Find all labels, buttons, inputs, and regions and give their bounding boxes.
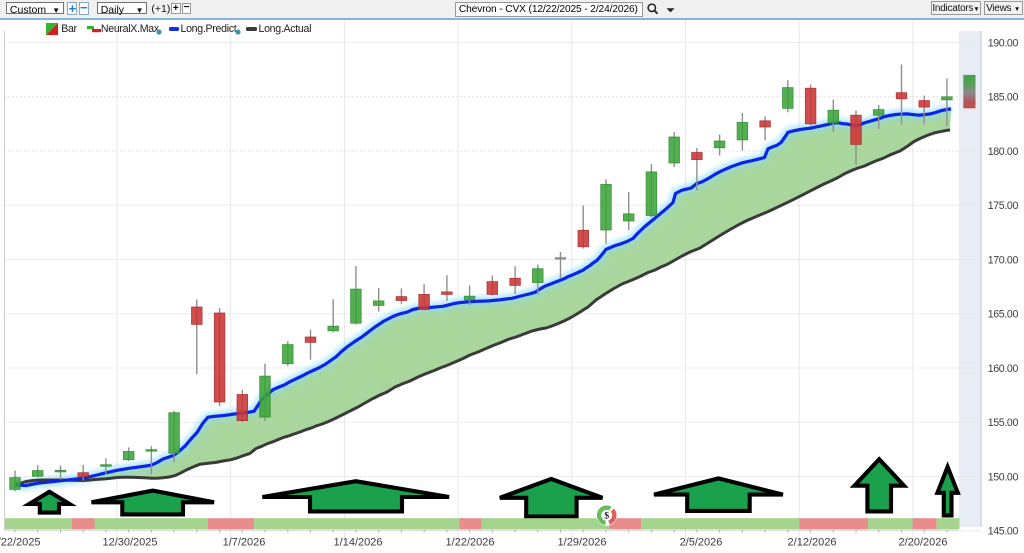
svg-text:$: $ <box>604 511 609 522</box>
svg-text:190.00: 190.00 <box>988 37 1019 49</box>
svg-text:145.00: 145.00 <box>988 526 1019 538</box>
svg-text:12/22/2025: 12/22/2025 <box>0 537 41 549</box>
svg-text:2/20/2026: 2/20/2026 <box>899 537 948 549</box>
svg-text:185.00: 185.00 <box>988 92 1019 104</box>
svg-text:1/29/2026: 1/29/2026 <box>558 537 607 549</box>
svg-text:2/5/2026: 2/5/2026 <box>680 537 723 549</box>
svg-text:160.00: 160.00 <box>988 363 1019 375</box>
svg-text:1/7/2026: 1/7/2026 <box>223 537 266 549</box>
svg-text:1/14/2026: 1/14/2026 <box>334 537 383 549</box>
svg-text:12/30/2025: 12/30/2025 <box>102 537 157 549</box>
svg-text:165.00: 165.00 <box>988 309 1019 321</box>
svg-text:1/22/2026: 1/22/2026 <box>446 537 495 549</box>
svg-text:170.00: 170.00 <box>988 254 1019 266</box>
svg-text:155.00: 155.00 <box>988 417 1019 429</box>
svg-text:175.00: 175.00 <box>988 200 1019 212</box>
svg-text:150.00: 150.00 <box>988 471 1019 483</box>
svg-text:2/12/2026: 2/12/2026 <box>788 537 837 549</box>
svg-text:180.00: 180.00 <box>988 146 1019 158</box>
